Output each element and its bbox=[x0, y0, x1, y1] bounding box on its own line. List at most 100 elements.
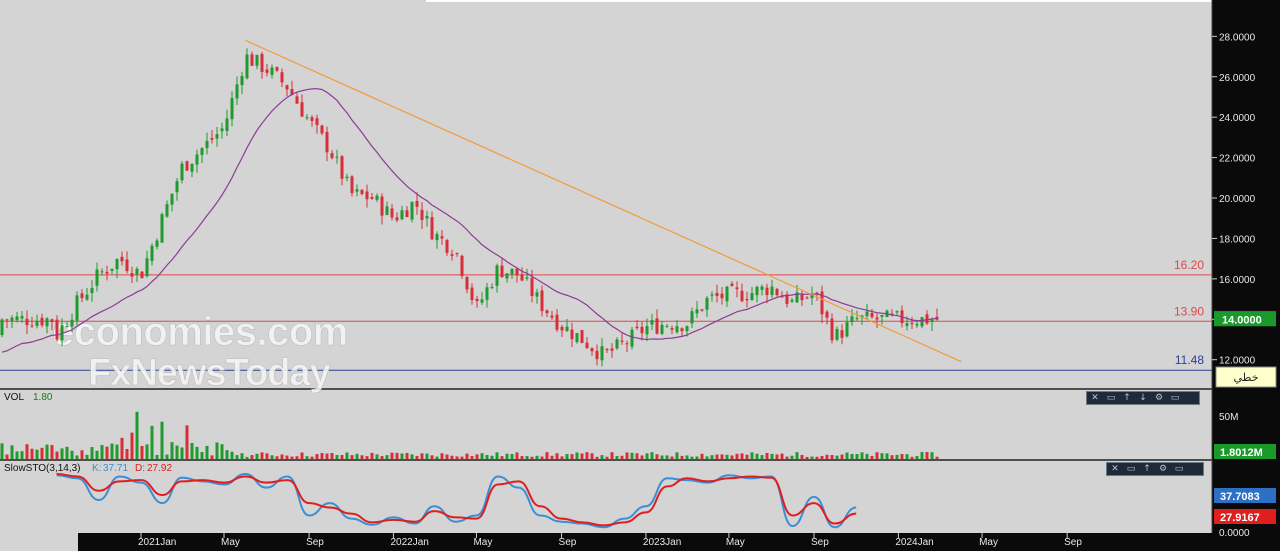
window-icon[interactable]: ▭ bbox=[1126, 464, 1136, 474]
volume-bar bbox=[305, 456, 309, 459]
candle-body bbox=[295, 96, 299, 104]
volume-bar bbox=[90, 447, 94, 459]
top-strip bbox=[426, 0, 1212, 2]
candle-body bbox=[345, 176, 349, 179]
up-icon[interactable]: ↑ bbox=[1123, 393, 1131, 403]
volume-bar bbox=[525, 456, 529, 459]
candle-body bbox=[280, 72, 284, 83]
volume-bar bbox=[875, 452, 879, 459]
volume-bar bbox=[420, 453, 424, 459]
candle-body bbox=[75, 295, 79, 321]
volume-bar bbox=[290, 456, 294, 459]
settings-icon[interactable]: ⚙ bbox=[1158, 464, 1168, 474]
volume-bar bbox=[845, 452, 849, 459]
volume-bar bbox=[445, 454, 449, 459]
candle-body bbox=[300, 102, 304, 117]
candle-body bbox=[855, 318, 859, 320]
time-tick-label: May bbox=[979, 537, 998, 548]
volume-bar bbox=[15, 451, 19, 459]
volume-bar bbox=[660, 455, 664, 459]
oscillator-k-name: K: bbox=[92, 463, 101, 474]
volume-bar bbox=[35, 449, 39, 459]
candle-body bbox=[565, 326, 569, 332]
candle-body bbox=[335, 156, 339, 158]
candle-body bbox=[410, 202, 414, 220]
candle-body bbox=[735, 287, 739, 290]
candle-body bbox=[220, 128, 224, 132]
oscillator-k-line bbox=[56, 472, 857, 529]
candle-body bbox=[125, 259, 129, 272]
close-icon[interactable]: ✕ bbox=[1111, 464, 1119, 474]
candle-body bbox=[490, 287, 494, 289]
time-tick-label: May bbox=[473, 537, 492, 548]
volume-bar bbox=[610, 452, 614, 459]
candle-body bbox=[30, 325, 34, 327]
settings-icon[interactable]: ⚙ bbox=[1154, 393, 1164, 403]
volume-bar bbox=[65, 446, 69, 459]
candle-body bbox=[510, 268, 514, 275]
candle-body bbox=[200, 148, 204, 155]
candle-body bbox=[255, 54, 259, 66]
volume-bar bbox=[570, 454, 574, 459]
candle-body bbox=[475, 298, 479, 302]
time-tick-label: May bbox=[221, 537, 240, 548]
volume-bar bbox=[680, 455, 684, 459]
candle-body bbox=[290, 89, 294, 95]
volume-bar bbox=[605, 456, 609, 459]
candle-body bbox=[715, 292, 719, 296]
volume-bar bbox=[470, 456, 474, 459]
volume-bar bbox=[730, 455, 734, 459]
volume-bar bbox=[705, 456, 709, 459]
volume-bar bbox=[510, 454, 514, 459]
volume-bar bbox=[175, 445, 179, 459]
candle-body bbox=[175, 181, 179, 193]
candle-body bbox=[880, 315, 884, 317]
candle-body bbox=[670, 327, 674, 330]
candle-body bbox=[105, 271, 109, 274]
volume-bar bbox=[895, 454, 899, 459]
candle-body bbox=[465, 276, 469, 290]
moving-average-line bbox=[1, 88, 938, 353]
volume-bar bbox=[710, 455, 714, 459]
candle-body bbox=[120, 256, 124, 262]
price-tick-label: 12.0000 bbox=[1219, 356, 1256, 367]
candle-body bbox=[750, 293, 754, 301]
candle-body bbox=[180, 163, 184, 181]
close-icon[interactable]: ✕ bbox=[1091, 393, 1099, 403]
candle-body bbox=[780, 296, 784, 298]
volume-bar bbox=[860, 452, 864, 459]
volume-bar bbox=[600, 455, 604, 459]
volume-bar bbox=[95, 450, 99, 459]
candle-body bbox=[420, 209, 424, 220]
menu-icon[interactable]: ▭ bbox=[1174, 464, 1184, 474]
down-icon[interactable]: ↓ bbox=[1139, 393, 1147, 403]
volume-bar bbox=[380, 456, 384, 459]
candle-body bbox=[840, 330, 844, 338]
volume-bar bbox=[695, 456, 699, 459]
tool-label-box bbox=[1215, 366, 1277, 388]
volume-bar bbox=[330, 453, 334, 459]
volume-bar bbox=[440, 453, 444, 459]
candle-body bbox=[675, 326, 679, 333]
menu-icon[interactable]: ▭ bbox=[1170, 393, 1180, 403]
volume-bar bbox=[210, 455, 214, 459]
candle-body bbox=[905, 323, 909, 326]
volume-bar bbox=[155, 454, 159, 459]
price-tick-label: 24.0000 bbox=[1219, 113, 1256, 124]
candle-body bbox=[45, 318, 49, 327]
price-tick-label: 26.0000 bbox=[1219, 73, 1256, 84]
candle-body bbox=[505, 273, 509, 279]
candle-body bbox=[665, 325, 669, 327]
window-icon[interactable]: ▭ bbox=[1106, 393, 1116, 403]
volume-bar bbox=[820, 455, 824, 459]
candle-body bbox=[830, 318, 834, 341]
candle-body bbox=[470, 287, 474, 300]
volume-bar bbox=[720, 454, 724, 459]
volume-bar bbox=[295, 456, 299, 459]
volume-bar bbox=[765, 452, 769, 459]
candle-body bbox=[385, 206, 389, 215]
volume-bar bbox=[215, 442, 219, 459]
candle-body bbox=[530, 278, 534, 297]
up-icon[interactable]: ↑ bbox=[1143, 464, 1151, 474]
volume-bar bbox=[925, 452, 929, 459]
